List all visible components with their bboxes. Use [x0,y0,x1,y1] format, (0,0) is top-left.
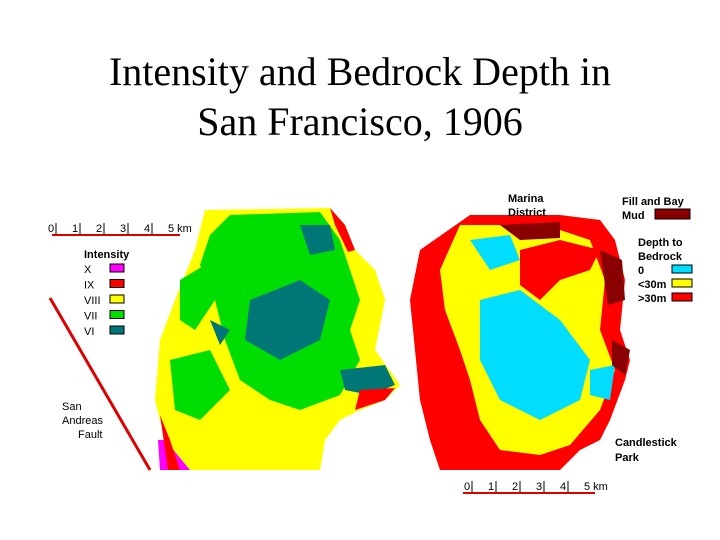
scale-label: 0 [464,481,470,493]
fault-line [48,297,152,471]
bedrock-map [410,215,630,470]
legend-title: Bedrock [638,251,683,263]
intensity-map [155,208,400,470]
legend-label: VII [84,311,97,323]
scale-label: 2 [96,223,102,235]
marina-label: District [508,207,546,219]
title-line: San Francisco, 1906 [197,99,523,144]
legend-label: VIII [84,295,101,307]
legend-swatch [109,325,125,335]
legend-swatch [109,310,125,319]
legend-swatch [109,263,125,273]
legend-swatch [671,264,693,274]
scale-label: 4 [560,481,566,493]
fill-label: Fill and Bay [622,196,685,208]
candlestick-label: Park [615,452,640,464]
fill-label: Mud [622,210,645,222]
scale-label: 2 [512,481,518,493]
fault-label: Andreas [62,415,103,427]
scale-label: 1 [72,223,78,235]
scale-label: 1 [488,481,494,493]
legend-label: 0 [638,265,644,277]
legend-swatch [109,294,125,304]
legend-title: Intensity [84,249,130,261]
scale-label: 5 km [168,223,192,235]
fault-label: San [62,401,82,413]
legend-swatch [654,208,691,220]
legend-swatch [671,292,693,302]
scale-label: 0 [48,223,54,235]
title-line: Intensity and Bedrock Depth in [109,49,611,94]
fault-label: Fault [78,429,102,441]
scale-label: 4 [144,223,150,235]
legend-swatch [109,279,125,288]
legend-title: Depth to [638,237,683,249]
scale-label: 3 [536,481,542,493]
legend-swatch [671,278,693,288]
scale-label: 3 [120,223,126,235]
legend-label: IX [84,280,95,292]
candlestick-label: Candlestick [615,437,678,449]
legend-label: <30m [638,279,667,291]
marina-label: Marina [508,193,544,205]
legend-label: >30m [638,293,667,305]
scale-label: 5 km [584,481,608,493]
legend-label: VI [84,326,94,338]
legend-label: X [84,264,92,276]
